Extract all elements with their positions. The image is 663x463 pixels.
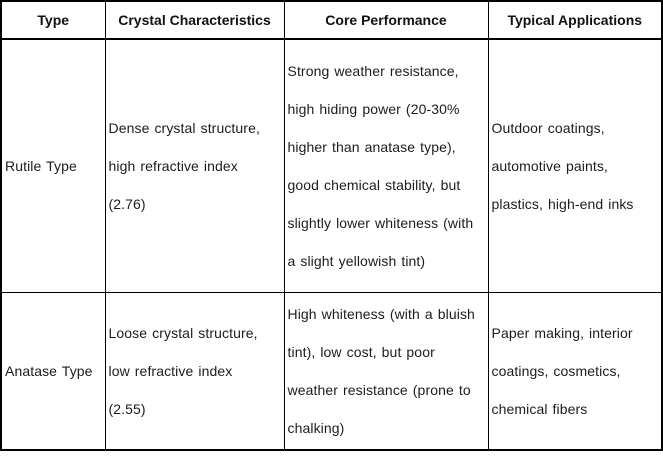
table-row-anatase: Anatase Type Loose crystal structure, lo… [0,291,663,451]
header-cell-core-performance: Core Performance [283,0,489,40]
header-cell-type: Type [0,0,106,40]
cell-rutile-applications: Outdoor coatings, automotive paints, pla… [487,38,663,293]
cell-anatase-type: Anatase Type [0,291,106,451]
cell-anatase-crystal: Loose crystal structure, low refractive … [104,291,285,451]
tio2-comparison-table: Type Crystal Characteristics Core Perfor… [0,0,663,451]
cell-rutile-performance: Strong weather resistance, high hiding p… [283,38,489,293]
table-header-row: Type Crystal Characteristics Core Perfor… [0,0,663,40]
cell-anatase-performance: High whiteness (with a bluish tint), low… [283,291,489,451]
header-cell-crystal-characteristics: Crystal Characteristics [104,0,285,40]
cell-rutile-crystal: Dense crystal structure, high refractive… [104,38,285,293]
cell-anatase-applications: Paper making, interior coatings, cosmeti… [487,291,663,451]
table-row-rutile: Rutile Type Dense crystal structure, hig… [0,38,663,293]
cell-rutile-type: Rutile Type [0,38,106,293]
header-cell-typical-applications: Typical Applications [487,0,663,40]
